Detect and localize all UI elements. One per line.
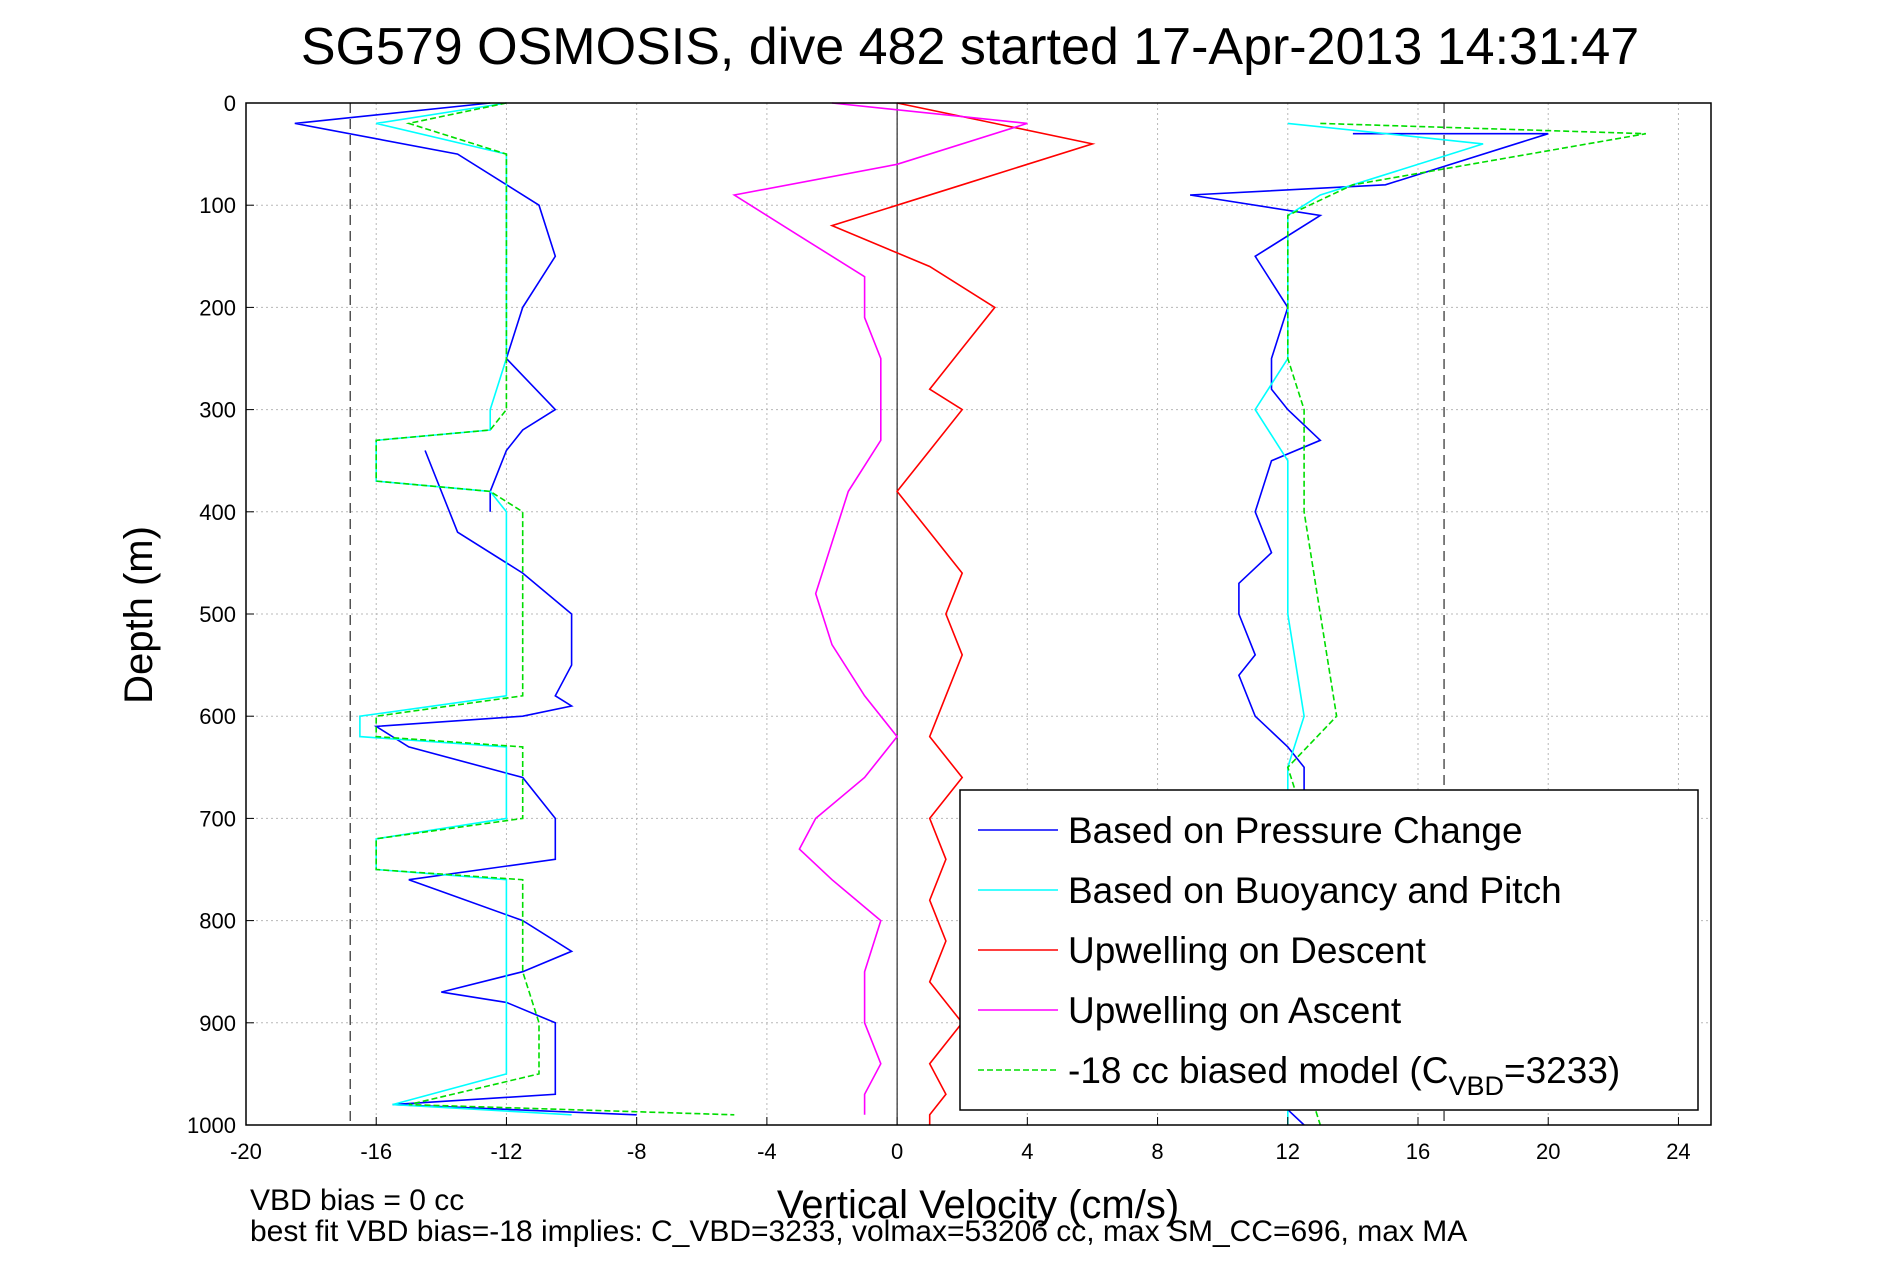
y-tick-label: 800: [199, 909, 236, 934]
y-tick-label: 300: [199, 398, 236, 423]
legend-text: Upwelling on Descent: [1068, 930, 1427, 971]
legend-label-4: -18 cc biased model (CVBD=3233): [1068, 1050, 1620, 1101]
y-tick-label: 200: [199, 295, 236, 320]
y-tick-label: 900: [199, 1011, 236, 1036]
x-tick-label: 0: [891, 1139, 903, 1164]
legend-label-3: Upwelling on Ascent: [1068, 990, 1402, 1031]
x-axis-label: Vertical Velocity (cm/s): [777, 1183, 1179, 1227]
y-tick-label: 1000: [187, 1113, 236, 1138]
legend-text-tail: =3233): [1504, 1050, 1620, 1091]
legend-label-0: Based on Pressure Change: [1068, 810, 1523, 851]
footnote-vbd-bias: VBD bias = 0 cc: [250, 1184, 464, 1217]
x-tick-label: 20: [1536, 1139, 1560, 1164]
x-tick-label: 16: [1406, 1139, 1430, 1164]
x-tick-label: 8: [1151, 1139, 1163, 1164]
x-tick-label: -12: [491, 1139, 523, 1164]
legend-text: Based on Pressure Change: [1068, 810, 1523, 851]
legend-label-2: Upwelling on Descent: [1068, 930, 1427, 971]
x-tick-label: -16: [360, 1139, 392, 1164]
legend-label-1: Based on Buoyancy and Pitch: [1068, 870, 1562, 911]
y-tick-label: 600: [199, 704, 236, 729]
y-tick-label: 700: [199, 806, 236, 831]
y-tick-label: 400: [199, 500, 236, 525]
y-tick-label: 100: [199, 193, 236, 218]
y-tick-label: 0: [224, 91, 236, 116]
x-tick-label: 12: [1276, 1139, 1300, 1164]
plot-frame: [245, 102, 1712, 1126]
series-line-2: [829, 102, 1096, 1125]
series-line-3: [732, 102, 1028, 1115]
chart-title: SG579 OSMOSIS, dive 482 started 17-Apr-2…: [301, 18, 1639, 76]
tick-labels: -20 -16 -12 -8 -4 0 4 8 12 16 20 24 0 100 200 300 400 500…: [187, 91, 1691, 1164]
legend-text: Based on Buoyancy and Pitch: [1068, 870, 1562, 911]
y-axis-label: Depth (m): [117, 526, 161, 704]
x-tick-label: 4: [1021, 1139, 1033, 1164]
x-tick-label: -4: [757, 1139, 777, 1164]
footnote-best-fit: best fit VBD bias=-18 implies: C_VBD=323…: [250, 1215, 1467, 1248]
legend-text: Upwelling on Ascent: [1068, 990, 1402, 1031]
legend-text: -18 cc biased model (C: [1068, 1050, 1448, 1091]
legend-subscript: VBD: [1448, 1071, 1504, 1101]
legend-box: [959, 789, 1699, 1111]
legend: Based on Pressure Change Based on Buoyanc…: [959, 789, 1699, 1111]
y-tick-label: 500: [199, 602, 236, 627]
x-tick-label: 24: [1666, 1139, 1690, 1164]
x-tick-label: -8: [627, 1139, 647, 1164]
x-tick-label: -20: [230, 1139, 262, 1164]
